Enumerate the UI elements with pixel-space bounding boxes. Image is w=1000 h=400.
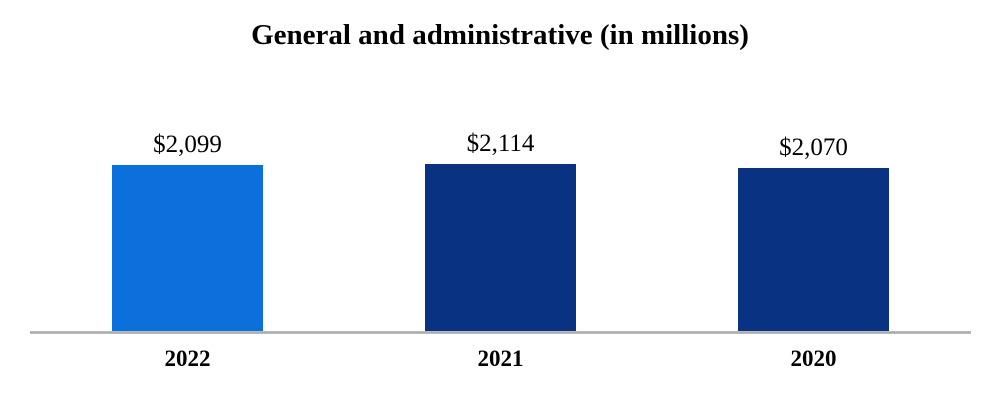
chart-title: General and administrative (in millions) bbox=[251, 19, 749, 51]
bar-2022 bbox=[112, 165, 263, 332]
bar-2021 bbox=[425, 164, 576, 332]
bar-2020 bbox=[738, 168, 889, 332]
x-axis-line bbox=[30, 331, 971, 334]
bar-group: $2,070 2020 bbox=[738, 0, 889, 400]
x-axis-label-2020: 2020 bbox=[790, 346, 837, 371]
bar-value-label: $2,099 bbox=[153, 131, 222, 158]
bar-group: $2,099 2022 bbox=[112, 0, 263, 400]
bar-value-label: $2,070 bbox=[779, 134, 848, 161]
bar-group: $2,114 2021 bbox=[425, 0, 576, 400]
bar-value-label: $2,114 bbox=[466, 130, 535, 157]
x-axis-label-2022: 2022 bbox=[164, 346, 211, 371]
x-axis-label-2021: 2021 bbox=[477, 346, 524, 371]
